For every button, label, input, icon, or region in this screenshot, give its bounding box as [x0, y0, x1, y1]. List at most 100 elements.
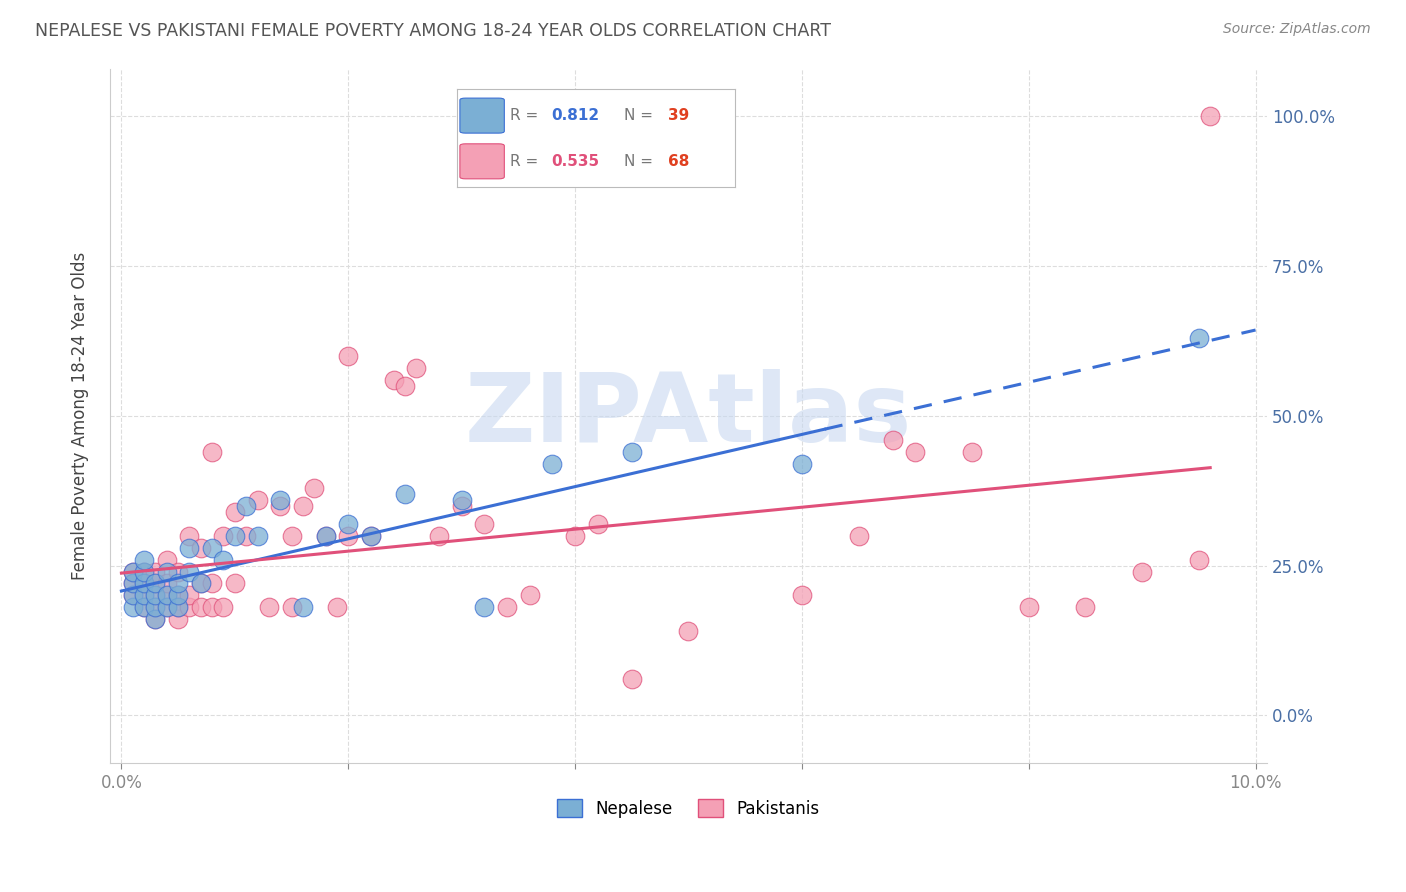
Point [167, 589, 190, 603]
Point [145, 589, 167, 603]
Point [121, 600, 143, 615]
Point [201, 541, 224, 555]
Point [326, 600, 349, 615]
Point [121, 576, 143, 591]
Point [132, 589, 155, 603]
Text: NEPALESE VS PAKISTANI FEMALE POVERTY AMONG 18-24 YEAR OLDS CORRELATION CHART: NEPALESE VS PAKISTANI FEMALE POVERTY AMO… [35, 22, 831, 40]
Point [904, 444, 927, 458]
Point [145, 589, 167, 603]
Y-axis label: Female Poverty Among 18-24 Year Olds: Female Poverty Among 18-24 Year Olds [72, 252, 89, 580]
Point [224, 528, 246, 542]
Point [156, 589, 179, 603]
Point [235, 528, 257, 542]
Point [246, 492, 269, 507]
Point [190, 576, 212, 591]
Point [167, 600, 190, 615]
Point [121, 589, 143, 603]
Point [156, 576, 179, 591]
Text: Source: ZipAtlas.com: Source: ZipAtlas.com [1223, 22, 1371, 37]
Point [145, 600, 167, 615]
Point [132, 589, 155, 603]
Point [280, 528, 302, 542]
Point [179, 600, 201, 615]
Point [224, 505, 246, 519]
Point [132, 552, 155, 566]
Point [156, 600, 179, 615]
Point [564, 528, 586, 542]
Point [179, 541, 201, 555]
Point [360, 528, 382, 542]
Point [620, 673, 643, 687]
Point [586, 516, 609, 531]
Point [337, 349, 360, 363]
Point [156, 600, 179, 615]
Point [145, 612, 167, 626]
Point [1130, 565, 1153, 579]
Point [315, 528, 337, 542]
Legend: Nepalese, Pakistanis: Nepalese, Pakistanis [551, 793, 827, 824]
Point [678, 624, 700, 639]
Point [179, 528, 201, 542]
Point [291, 600, 314, 615]
Point [121, 589, 143, 603]
Point [280, 600, 302, 615]
Point [882, 433, 904, 447]
Point [541, 457, 564, 471]
Point [145, 576, 167, 591]
Point [145, 600, 167, 615]
Point [190, 576, 212, 591]
Point [1188, 331, 1211, 345]
Point [156, 589, 179, 603]
Point [201, 600, 224, 615]
Point [179, 565, 201, 579]
Point [472, 516, 495, 531]
Point [167, 612, 190, 626]
Point [1199, 110, 1222, 124]
Point [337, 516, 360, 531]
Point [145, 612, 167, 626]
Point [224, 576, 246, 591]
Point [121, 565, 143, 579]
Point [450, 492, 472, 507]
Point [269, 499, 291, 513]
Point [212, 528, 235, 542]
Point [121, 576, 143, 591]
Point [450, 499, 472, 513]
Point [382, 373, 405, 387]
Point [1074, 600, 1097, 615]
Point [257, 600, 280, 615]
Point [405, 360, 427, 375]
Point [394, 379, 416, 393]
Point [337, 528, 360, 542]
Point [235, 499, 257, 513]
Point [190, 600, 212, 615]
Point [315, 528, 337, 542]
Point [302, 481, 325, 495]
Point [472, 600, 495, 615]
Point [212, 552, 235, 566]
Point [394, 486, 416, 500]
Point [246, 528, 269, 542]
Point [167, 576, 190, 591]
Point [360, 528, 382, 542]
Point [790, 589, 813, 603]
Point [848, 528, 870, 542]
Point [269, 492, 291, 507]
Text: ZIPAtlas: ZIPAtlas [465, 369, 912, 462]
Point [132, 576, 155, 591]
Point [201, 444, 224, 458]
Point [132, 576, 155, 591]
Point [190, 541, 212, 555]
Point [132, 565, 155, 579]
Point [960, 444, 983, 458]
Point [167, 565, 190, 579]
Point [132, 600, 155, 615]
Point [145, 576, 167, 591]
Point [167, 589, 190, 603]
Point [179, 589, 201, 603]
Point [132, 565, 155, 579]
Point [291, 499, 314, 513]
Point [620, 444, 643, 458]
Point [156, 552, 179, 566]
Point [1018, 600, 1040, 615]
